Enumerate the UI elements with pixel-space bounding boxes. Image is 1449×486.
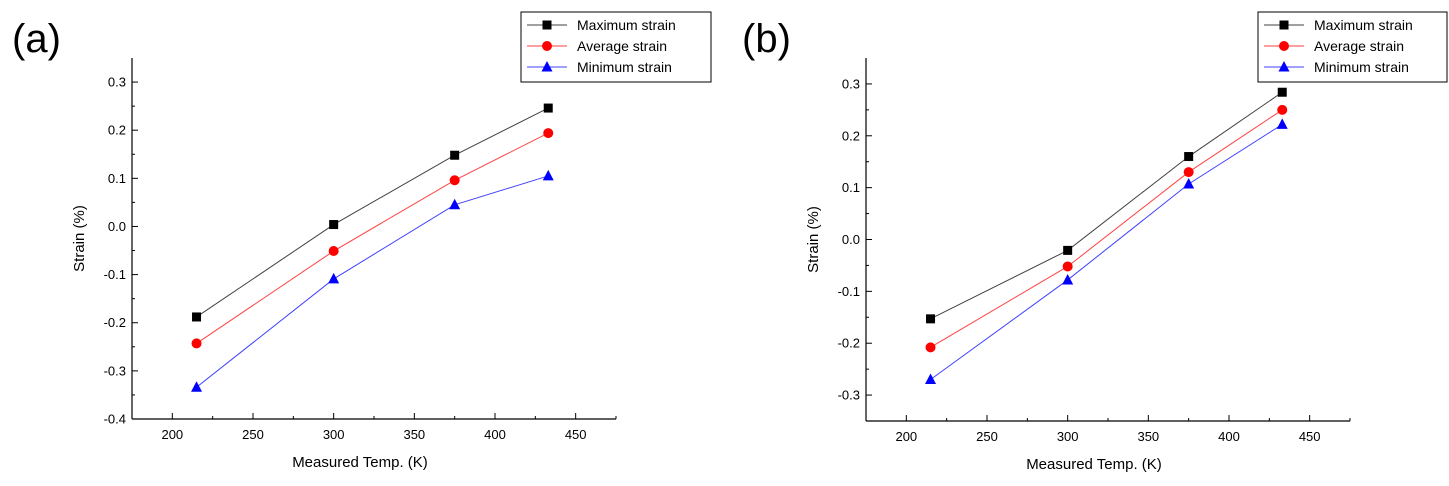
data-point <box>1184 152 1194 162</box>
data-point <box>1183 178 1195 189</box>
data-point <box>191 381 203 392</box>
legend-label: Maximum strain <box>577 17 676 33</box>
legend-marker <box>1279 41 1289 51</box>
y-tick-label: -0.2 <box>104 315 126 330</box>
x-tick-label: 450 <box>565 427 587 442</box>
y-tick-label: -0.4 <box>104 412 126 427</box>
legend-item: Minimum strain <box>1264 59 1409 75</box>
legend-box <box>520 11 712 83</box>
y-axis-title: Strain (%) <box>71 205 88 272</box>
legend-item: Minimum strain <box>527 59 672 75</box>
series-line <box>196 132 549 344</box>
y-tick-label: 0.1 <box>842 180 860 195</box>
data-point <box>1277 104 1288 115</box>
y-tick-label: -0.1 <box>104 267 126 282</box>
y-tick-label: -0.3 <box>104 363 126 378</box>
data-point <box>192 312 202 322</box>
x-tick-label: 250 <box>976 429 998 444</box>
legend-label: Maximum strain <box>1314 17 1413 33</box>
legend-marker <box>1279 20 1289 30</box>
legend-item: Maximum strain <box>527 17 676 33</box>
legend-marker <box>541 61 553 72</box>
legend-marker <box>1278 61 1290 72</box>
x-tick-label: 400 <box>484 427 506 442</box>
series-minimum-strain <box>925 118 1288 385</box>
x-tick-label: 300 <box>1057 429 1079 444</box>
legend-label: Average strain <box>577 38 667 54</box>
x-axis-title: Measured Temp. (K) <box>1026 456 1162 473</box>
legend-item: Average strain <box>1264 38 1404 54</box>
data-point <box>328 272 340 284</box>
legend: Maximum strain Average strain Minimum stra… <box>1257 11 1448 83</box>
data-point <box>543 128 554 139</box>
legend-marker <box>542 41 552 51</box>
y-tick-label: 0.2 <box>842 128 860 143</box>
y-tick-label: 0.1 <box>108 171 126 186</box>
chart-panel-b: (b) -0.3 -0.2 -0.1 0.0 0.1 0.2 0.3 200 250 300 350 4… <box>742 11 1448 473</box>
data-point <box>1063 245 1073 255</box>
y-tick-label: -0.3 <box>838 388 860 403</box>
series-maximum-strain <box>192 103 553 322</box>
legend-item: Maximum strain <box>1264 17 1413 33</box>
series-line <box>196 107 549 318</box>
data-point <box>1183 167 1194 178</box>
y-tick-label: 0.2 <box>108 123 126 138</box>
data-point <box>449 198 461 210</box>
x-tick-label: 350 <box>1137 429 1159 444</box>
data-point <box>191 338 202 349</box>
legend-label: Average strain <box>1314 38 1404 54</box>
x-tick-label: 400 <box>1218 429 1240 444</box>
y-tick-label: -0.2 <box>838 336 860 351</box>
x-tick-label: 200 <box>895 429 917 444</box>
data-point <box>1062 261 1073 272</box>
legend-marker <box>542 20 552 30</box>
x-tick-label: 450 <box>1299 429 1321 444</box>
series-line <box>930 109 1283 348</box>
data-point <box>449 175 460 186</box>
x-axis-title: Measured Temp. (K) <box>292 454 428 471</box>
y-tick-label: 0.3 <box>842 76 860 91</box>
y-axis-title: Strain (%) <box>805 206 822 273</box>
series-minimum-strain <box>191 169 554 392</box>
series-line <box>196 175 549 388</box>
legend-box <box>1257 11 1448 83</box>
panel-label: (a) <box>12 17 61 61</box>
legend: Maximum strain Average strain Minimum stra… <box>520 11 712 83</box>
data-point <box>450 150 460 160</box>
data-point <box>925 373 937 385</box>
x-tick-label: 350 <box>403 427 425 442</box>
x-tick-label: 250 <box>242 427 264 442</box>
series-line <box>930 123 1283 380</box>
y-tick-label: 0.0 <box>108 219 126 234</box>
data-point <box>926 314 936 324</box>
data-point <box>542 169 554 181</box>
data-point <box>329 220 339 230</box>
y-tick-label: 0.0 <box>842 232 860 247</box>
data-point <box>925 342 936 353</box>
y-tick-label: 0.3 <box>108 75 126 90</box>
data-point <box>328 246 339 257</box>
data-point <box>543 103 553 113</box>
x-tick-label: 300 <box>323 427 345 442</box>
legend-item: Average strain <box>527 38 667 54</box>
series-line <box>930 91 1283 320</box>
panel-label: (b) <box>742 17 791 61</box>
chart-panel-a: (a) -0.4 -0.3 -0.2 -0.1 0.0 0.1 0.2 0.3 200 250 300… <box>12 11 712 471</box>
legend-label: Minimum strain <box>1314 59 1409 75</box>
x-tick-label: 200 <box>161 427 183 442</box>
y-tick-label: -0.1 <box>838 284 860 299</box>
data-point <box>1062 273 1074 285</box>
series-average-strain <box>191 128 554 349</box>
data-point <box>1277 87 1287 97</box>
data-point <box>1276 118 1288 129</box>
legend-label: Minimum strain <box>577 59 672 75</box>
series-maximum-strain <box>926 87 1287 324</box>
series-average-strain <box>925 104 1288 353</box>
